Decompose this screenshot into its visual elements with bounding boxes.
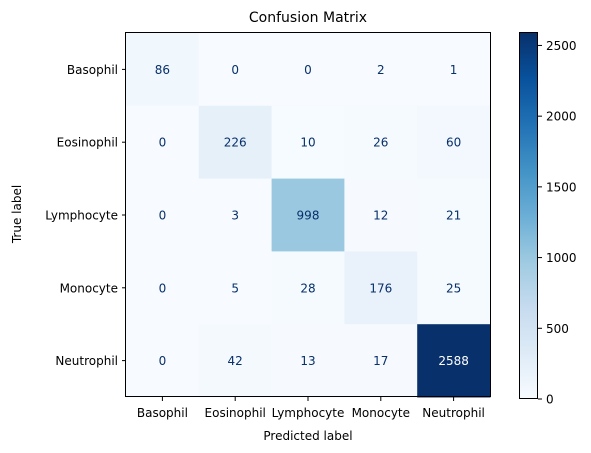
heatmap-cell xyxy=(271,324,345,398)
colorbar-tick-label: 1500 xyxy=(546,180,577,194)
cell-value-label: 28 xyxy=(300,281,315,295)
cell-value-label: 0 xyxy=(159,281,167,295)
heatmap-cell xyxy=(271,33,345,107)
cell-value-label: 0 xyxy=(159,209,167,223)
cell-value-label: 0 xyxy=(304,63,312,77)
cell-value-label: 226 xyxy=(224,136,247,150)
heatmap-cell xyxy=(417,105,491,180)
colorbar-tick-label: 2000 xyxy=(546,110,577,124)
y-tick-label: Eosinophil xyxy=(57,136,118,150)
cell-value-label: 0 xyxy=(159,354,167,368)
cell-value-label: 17 xyxy=(373,354,388,368)
x-tick-label: Basophil xyxy=(137,406,188,420)
heatmap-cell xyxy=(126,251,200,325)
y-tick-label: Neutrophil xyxy=(55,354,118,368)
x-tick-label: Monocyte xyxy=(352,406,410,420)
cell-value-label: 2588 xyxy=(438,354,469,368)
y-tick-label: Basophil xyxy=(67,63,118,77)
x-tick-label: Lymphocyte xyxy=(272,406,345,420)
cell-value-label: 25 xyxy=(446,281,461,295)
heatmap-cell xyxy=(271,178,345,252)
cell-value-label: 0 xyxy=(159,136,167,150)
cell-value-label: 998 xyxy=(297,209,320,223)
y-axis-label: True label xyxy=(10,185,24,244)
heatmap-cell xyxy=(198,324,273,398)
heatmap-cell xyxy=(126,33,200,107)
x-axis-label: Predicted label xyxy=(263,429,352,443)
heatmap-cell xyxy=(417,178,491,252)
heatmap-cell xyxy=(344,251,418,325)
heatmap-cell xyxy=(271,105,345,180)
y-tick-label: Lymphocyte xyxy=(45,209,118,223)
x-tick-label: Eosinophil xyxy=(205,406,266,420)
heatmap-cell xyxy=(126,324,200,398)
x-axis-ticks: Basophil Eosinophil Lymphocyte Monocyte Neut… xyxy=(137,397,485,420)
colorbar-tick-label: 2500 xyxy=(546,39,577,53)
heatmap-cell xyxy=(198,33,273,107)
heatmap-cell xyxy=(126,105,200,180)
heatmap-cell xyxy=(417,251,491,325)
heatmap-cell xyxy=(198,178,273,252)
heatmap-cell xyxy=(344,178,418,252)
heatmap-cells xyxy=(126,33,491,398)
cell-value-label: 42 xyxy=(228,354,243,368)
heatmap-cell xyxy=(198,105,273,180)
heatmap-cell xyxy=(271,251,345,325)
colorbar xyxy=(519,32,538,399)
y-axis-ticks: Basophil Eosinophil Lymphocyte Monocyte Neut… xyxy=(45,63,126,368)
heatmap-cell xyxy=(344,105,418,180)
colorbar-tick-label: 0 xyxy=(546,393,554,407)
cell-value-label: 86 xyxy=(155,63,170,77)
cell-value-label: 21 xyxy=(446,209,461,223)
cell-value-label: 13 xyxy=(300,354,315,368)
cell-value-label: 1 xyxy=(450,63,458,77)
cell-value-label: 10 xyxy=(300,136,315,150)
x-tick-label: Neutrophil xyxy=(422,406,485,420)
heatmap-cell xyxy=(126,178,200,252)
colorbar-ticks: 0 500 1000 1500 2000 2500 xyxy=(538,39,577,407)
cell-value-label: 0 xyxy=(231,63,239,77)
cell-value-label: 26 xyxy=(373,136,388,150)
cell-value-label: 176 xyxy=(369,281,392,295)
cell-value-label: 2 xyxy=(377,63,385,77)
heatmap-cell xyxy=(417,324,491,398)
chart-title: Confusion Matrix xyxy=(249,10,367,26)
cell-value-label: 60 xyxy=(446,136,461,150)
cell-value-label: 5 xyxy=(231,281,239,295)
heatmap-cell xyxy=(198,251,273,325)
cell-value-label: 12 xyxy=(373,209,388,223)
y-tick-label: Monocyte xyxy=(60,281,118,295)
cell-value-label: 3 xyxy=(231,209,239,223)
heatmap-cell xyxy=(417,33,491,107)
colorbar-tick-label: 500 xyxy=(546,322,569,336)
heatmap-cell-labels: 86 0 0 2 10 226 10 26 600 3 998 12 210 5 28 176 250 42 13 1… xyxy=(155,63,469,368)
heatmap-cell xyxy=(344,324,418,398)
colorbar-tick-label: 1000 xyxy=(546,251,577,265)
heatmap-cell xyxy=(344,33,418,107)
